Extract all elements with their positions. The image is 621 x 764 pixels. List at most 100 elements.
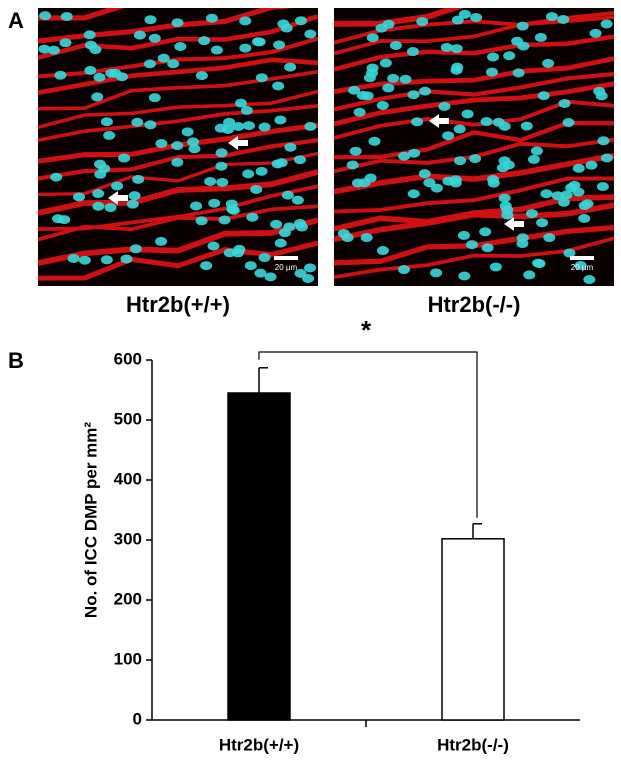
nucleus — [442, 131, 455, 141]
nucleus — [216, 177, 229, 187]
nucleus — [133, 30, 146, 40]
y-tick-label: 500 — [114, 409, 142, 428]
nucleus — [366, 68, 379, 78]
nucleus — [144, 15, 157, 25]
nucleus — [501, 210, 514, 220]
nucleus — [174, 41, 187, 51]
nucleus — [487, 52, 500, 62]
nucleus — [578, 213, 591, 223]
nucleus — [337, 228, 350, 238]
bar — [227, 392, 291, 721]
nucleus — [304, 29, 317, 39]
nucleus — [92, 189, 105, 199]
nucleus — [47, 45, 60, 55]
nucleus — [557, 197, 570, 207]
fiber — [38, 151, 318, 196]
panel-letter: A — [8, 8, 24, 33]
nucleus — [242, 169, 255, 179]
nucleus — [406, 47, 419, 57]
nucleus — [78, 255, 91, 265]
nucleus — [239, 16, 252, 26]
nucleus — [596, 182, 609, 192]
nucleus — [171, 18, 184, 28]
nucleus — [600, 153, 613, 163]
fiber — [38, 240, 318, 281]
x-tick-label: Htr2b(+/+) — [219, 735, 299, 754]
nucleus — [111, 181, 124, 191]
nucleus — [254, 268, 267, 278]
image-caption: Htr2b(+/+) — [126, 292, 230, 317]
nucleus — [479, 227, 492, 237]
arrow — [108, 191, 128, 205]
nucleus — [349, 146, 362, 156]
micrograph: 20 µm — [334, 8, 614, 286]
nucleus — [527, 154, 540, 164]
fiber — [38, 89, 318, 129]
nucleus — [281, 190, 294, 200]
fiber — [38, 69, 318, 111]
nucleus — [572, 187, 585, 197]
nucleus — [272, 81, 285, 91]
nucleus — [84, 65, 97, 75]
nucleus — [572, 163, 585, 173]
nucleus — [458, 271, 471, 281]
nucleus — [58, 215, 71, 225]
nucleus — [397, 265, 410, 275]
nucleus — [523, 270, 536, 280]
nucleus — [59, 38, 72, 48]
nucleus — [440, 42, 453, 52]
nucleus — [105, 68, 118, 78]
nucleus — [458, 9, 471, 19]
nucleus — [273, 40, 286, 50]
nucleus — [204, 176, 217, 186]
fiber — [38, 36, 318, 79]
x-tick-label: Htr2b(-/-) — [437, 735, 509, 754]
nucleus — [100, 255, 113, 265]
scale-bar-label: 20 µm — [275, 263, 298, 272]
nucleus — [540, 189, 553, 199]
nucleus — [503, 51, 516, 61]
nucleus — [516, 21, 529, 31]
nucleus — [589, 28, 602, 38]
nucleus — [240, 105, 253, 115]
nucleus — [54, 70, 67, 80]
nucleus — [233, 244, 246, 254]
nucleus — [155, 139, 168, 149]
nucleus — [382, 19, 395, 29]
nucleus — [293, 155, 306, 165]
y-tick-label: 0 — [133, 709, 142, 728]
fiber — [38, 14, 318, 60]
nucleus — [126, 199, 139, 209]
nucleus — [364, 173, 377, 183]
nucleus — [498, 193, 511, 203]
nucleus — [585, 160, 598, 170]
nucleus — [98, 164, 111, 174]
nucleus — [39, 11, 52, 21]
nucleus — [600, 19, 613, 29]
nucleus — [223, 248, 236, 258]
scale-bar — [274, 256, 298, 260]
nucleus — [457, 230, 470, 240]
nucleus — [223, 117, 236, 127]
nucleus — [253, 37, 266, 47]
nucleus — [258, 253, 271, 263]
scale-bar-label: 20 µm — [571, 263, 594, 272]
nucleus — [418, 169, 431, 179]
nucleus — [442, 176, 455, 186]
nucleus — [100, 117, 113, 127]
nucleus — [210, 45, 223, 55]
nucleus — [525, 209, 538, 219]
nucleus — [157, 53, 170, 63]
nucleus — [563, 248, 576, 258]
nucleus — [399, 74, 412, 84]
nucleus — [128, 191, 141, 201]
nucleus — [368, 136, 381, 146]
nucleus — [38, 44, 51, 54]
nucleus — [226, 204, 239, 214]
nucleus — [132, 174, 145, 184]
nucleus — [489, 262, 502, 272]
nucleus — [195, 71, 208, 81]
nucleus — [408, 148, 421, 158]
nucleus — [574, 260, 587, 270]
